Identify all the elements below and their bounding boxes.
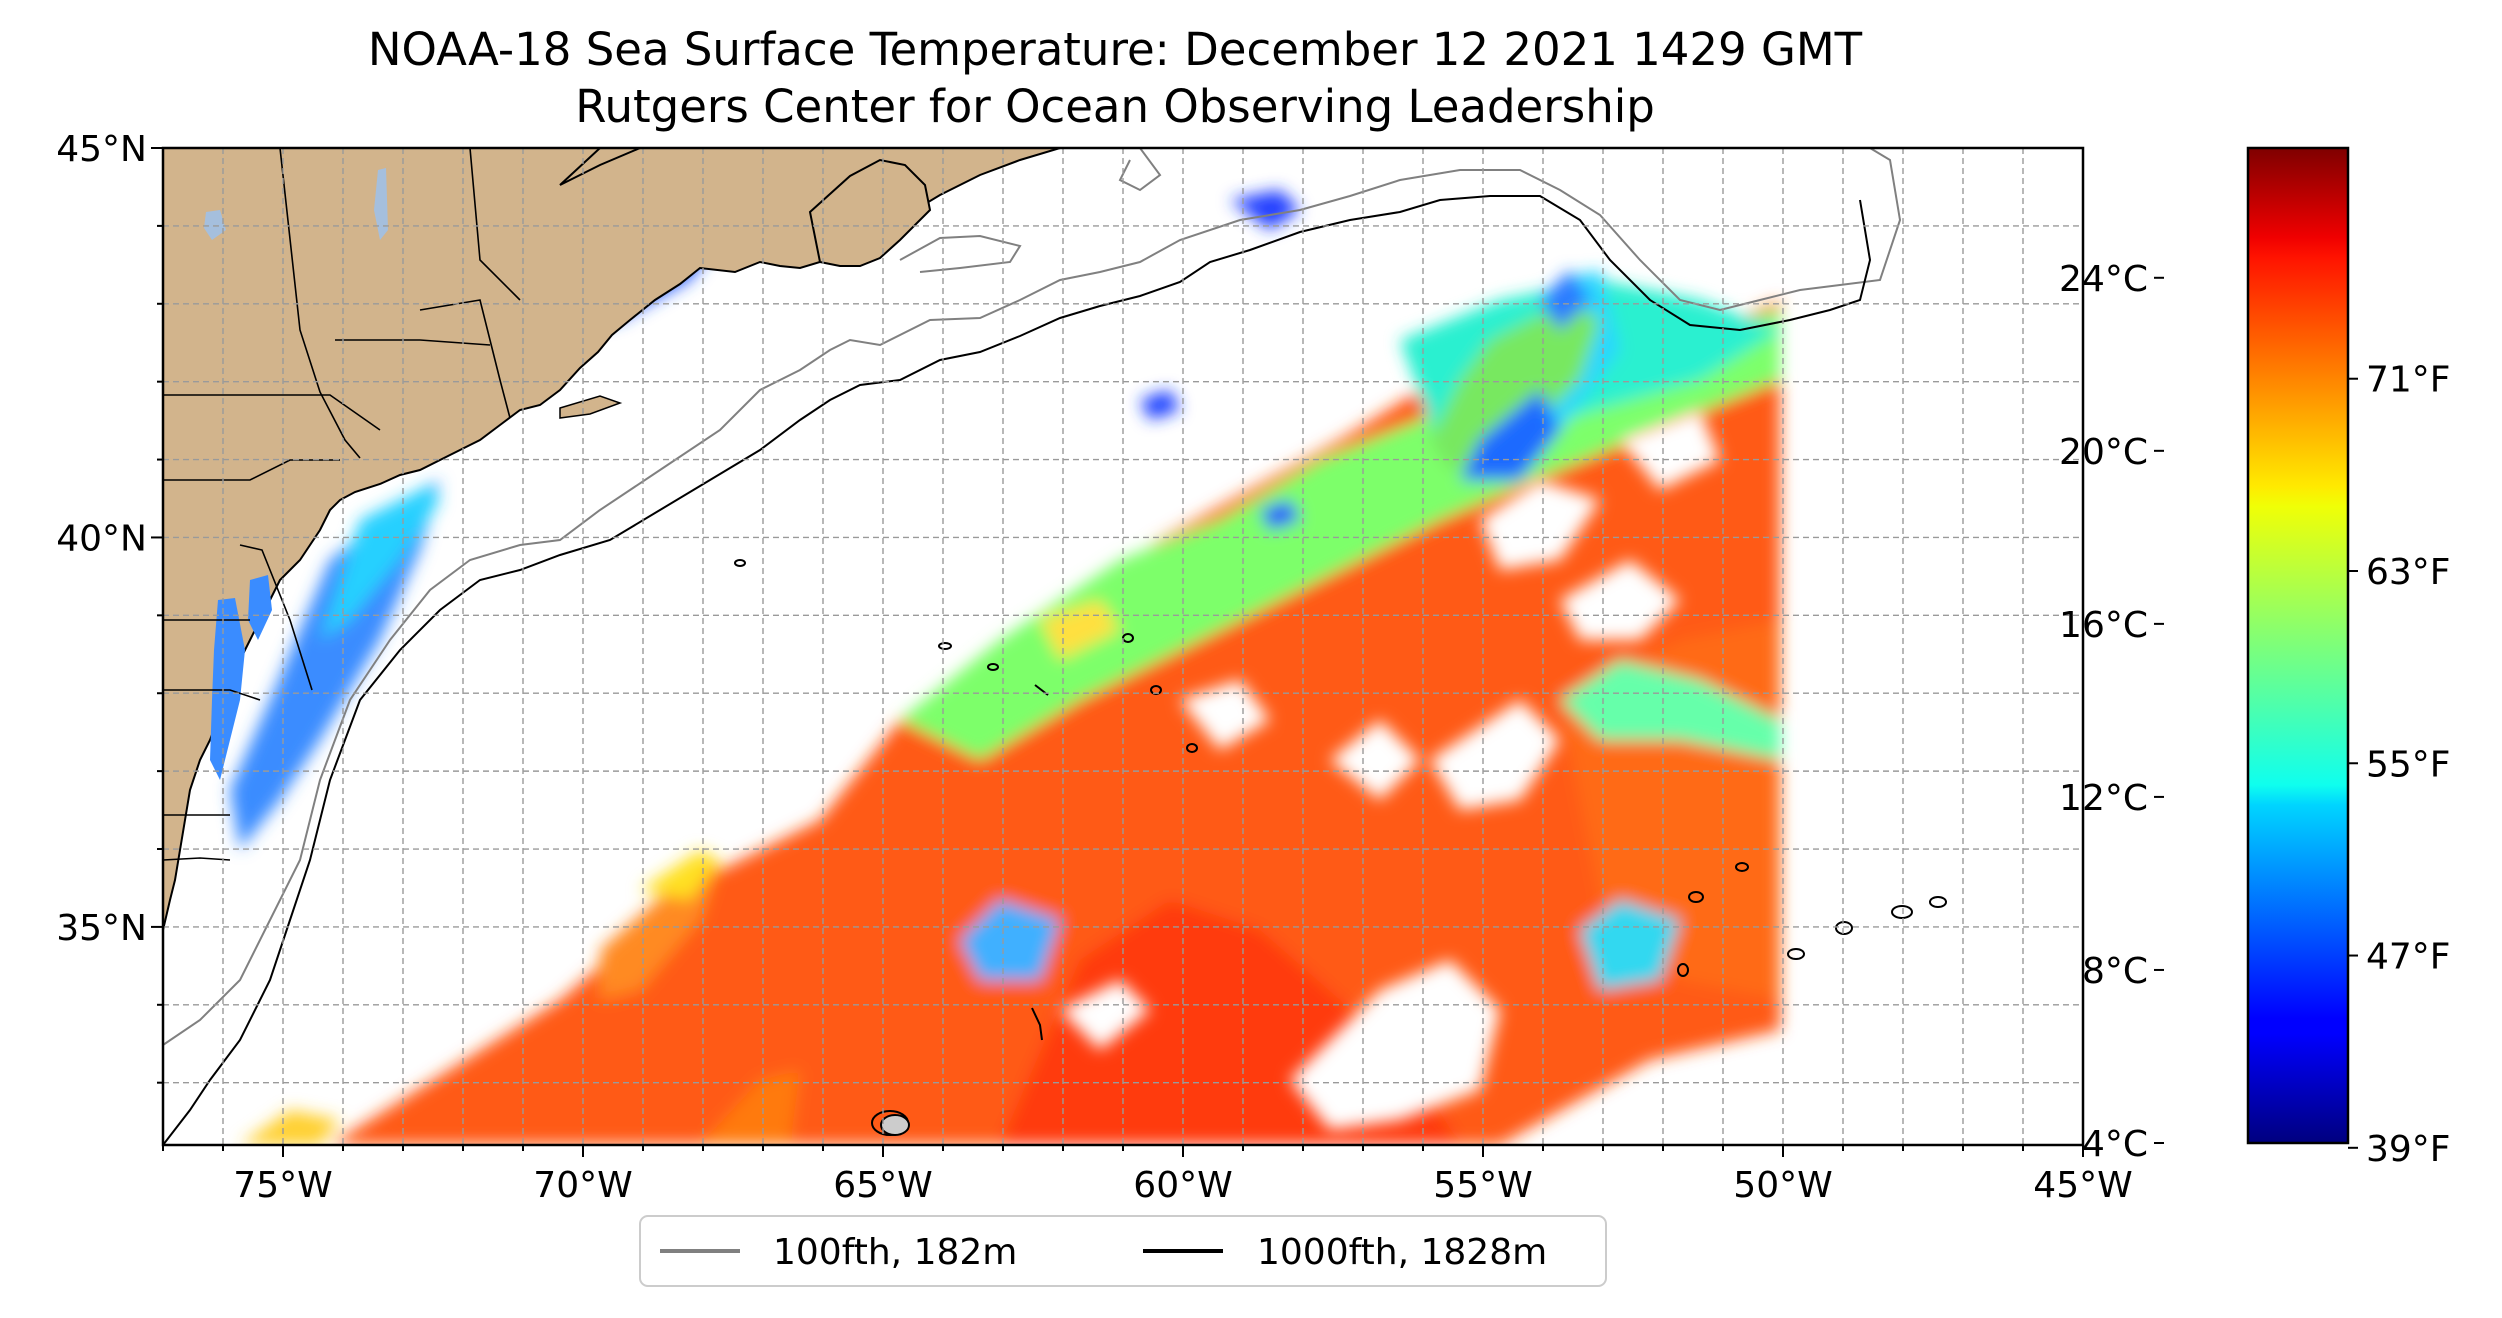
legend-box [639,1215,1607,1287]
lon-label-45w: 45°W [2033,1165,2132,1206]
lon-label-55w: 55°W [1433,1165,1532,1206]
contour-1000fth [163,195,1872,1145]
celsius-tick-16: 16°C [2059,605,2148,646]
legend: 100fth, 182m 1000fth, 1828m [639,1215,1607,1287]
lon-label-60w: 60°W [1133,1165,1232,1206]
latitude-labels: 45°N 40°N 35°N [56,129,147,949]
map-panel [163,148,2083,1145]
lon-label-50w: 50°W [1733,1165,1832,1206]
gridlines [163,148,2083,1145]
colorbar-celsius-axis: 4°C 8°C 12°C 16°C 20°C 24°C [2059,259,2148,1165]
celsius-tick-24: 24°C [2059,259,2148,300]
cloud-mask [1060,410,1720,1130]
axis-ticks [151,147,2084,1157]
lat-label-45n: 45°N [56,129,147,170]
legend-label-1000fth: 1000fth, 1828m [1257,1232,1547,1273]
lakes [204,168,388,240]
lon-label-65w: 65°W [833,1165,932,1206]
celsius-tick-8: 8°C [2082,951,2148,992]
colorbar-fahrenheit-axis: 39°F 47°F 55°F 63°F 71°F [2366,360,2451,1170]
celsius-tick-20: 20°C [2059,432,2148,473]
fahrenheit-tick-55: 55°F [2366,744,2451,785]
fahrenheit-tick-63: 63°F [2366,552,2451,593]
colorbar: 4°C 8°C 12°C 16°C 20°C 24°C 39°F 47°F 55… [2059,146,2451,1170]
state-borders [163,148,521,861]
celsius-tick-12: 12°C [2059,778,2148,819]
lon-label-75w: 75°W [233,1165,332,1206]
lon-label-70w: 70°W [533,1165,632,1206]
fahrenheit-tick-47: 47°F [2366,937,2451,978]
longitude-labels: 75°W 70°W 65°W 60°W 55°W 50°W 45°W [233,1165,2132,1206]
lat-label-40n: 40°N [56,518,147,559]
fahrenheit-tick-39: 39°F [2366,1129,2451,1170]
celsius-tick-4: 4°C [2082,1124,2148,1165]
map-title: NOAA-18 Sea Surface Temperature: Decembe… [368,23,1863,76]
fahrenheit-tick-71: 71°F [2366,360,2451,401]
lat-label-35n: 35°N [56,908,147,949]
legend-label-100fth: 100fth, 182m [773,1232,1017,1273]
bays [210,575,272,780]
map-subtitle: Rutgers Center for Ocean Observing Leade… [575,80,1655,133]
colorbar-gradient [2246,146,2350,1145]
colorbar-tick-marks [2154,276,2358,1149]
